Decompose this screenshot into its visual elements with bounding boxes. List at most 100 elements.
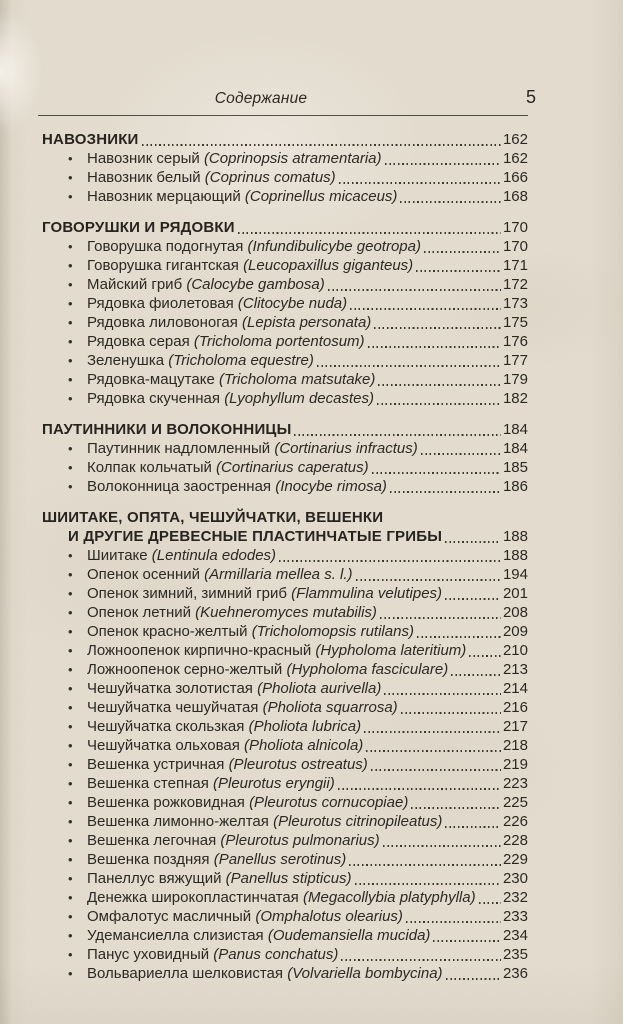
entry-name-latin: (Panellus stipticus): [225, 870, 352, 887]
entry-title: Опенок осенний (Armillaria mellea s. l.): [87, 565, 353, 584]
entry-name-russian: Чешуйчатка ольховая: [87, 737, 245, 754]
dot-leader: [294, 433, 501, 436]
toc-entry: • Колпак кольчатый (Cortinarius caperatus…: [42, 458, 528, 477]
bullet-icon: •: [68, 258, 73, 273]
page-number: 232: [502, 889, 528, 906]
entry-name-latin: (Tricholoma matsutake): [218, 371, 376, 388]
dot-leader: [355, 578, 501, 581]
page-number: 170: [502, 219, 528, 236]
entry-name-russian: Ложноопенок кирпично-красный: [87, 642, 316, 659]
section-title: ПАУТИННИКИ И ВОЛОКОННИЦЫ: [42, 421, 292, 438]
dot-leader: [237, 231, 501, 234]
entry-name-russian: Навозник серый: [87, 150, 204, 167]
toc-entry: • Опенок красно-желтый (Tricholomopsis ru…: [42, 622, 528, 641]
toc-entry: • Навозник мерцающий (Coprinellus micaceu…: [42, 187, 528, 206]
entry-title: Рядовка скученная (Lyophyllum decastes): [87, 389, 374, 408]
entry-title: Чешуйчатка чешуйчатая (Pholiota squarros…: [87, 698, 398, 717]
entry-name-russian: Опенок осенний: [87, 566, 205, 583]
entry-title: Зеленушка (Tricholoma equestre): [87, 351, 314, 370]
bullet-icon: •: [68, 852, 73, 867]
entry-name-latin: (Pholiota squarrosa): [262, 699, 398, 716]
dot-leader: [279, 559, 501, 562]
entry-name-latin: (Inocybe rimosa): [275, 478, 387, 495]
bullet-icon: •: [68, 296, 73, 311]
page-number: 235: [502, 946, 528, 963]
page-number: 176: [502, 333, 528, 350]
toc-section: ШИИТАКЕ, ОПЯТА, ЧЕШУЙЧАТКИ, ВЕШЕНКИ И ДРУ…: [42, 508, 528, 983]
entry-name-russian: Вольвариелла шелковистая: [87, 965, 288, 982]
bullet-icon: •: [68, 643, 73, 658]
bullet-icon: •: [68, 890, 73, 905]
entry-title: Опенок зимний, зимний гриб (Flammulina v…: [87, 584, 442, 603]
header-rule-divider: [38, 115, 528, 116]
bullet-icon: •: [68, 239, 73, 254]
toc-entry: • Рядовка скученная (Lyophyllum decastes)…: [42, 389, 528, 408]
toc-section: ПАУТИННИКИ И ВОЛОКОННИЦЫ 184 • Паутинник на…: [42, 420, 528, 496]
dot-leader: [445, 540, 501, 543]
entry-title: Вешенка рожковидная (Pleurotus cornucopi…: [87, 793, 408, 812]
dot-leader: [445, 825, 501, 828]
toc-entry: • Вешенка лимонно-желтая (Pleurotus citri…: [42, 812, 528, 831]
entry-name-russian: Майский гриб: [87, 276, 187, 293]
dot-leader: [354, 882, 501, 885]
entry-name-latin: (Lyophyllum decastes): [224, 390, 374, 407]
entry-name-latin: (Cortinarius caperatus): [216, 459, 369, 476]
entry-name-russian: Рядовка фиолетовая: [87, 295, 238, 312]
dot-leader: [433, 939, 501, 942]
entry-name-russian: Омфалотус масличный: [87, 908, 256, 925]
toc-entry: • Опенок осенний (Armillaria mellea s. l.…: [42, 565, 528, 584]
entry-name-latin: (Tricholomopsis rutilans): [251, 623, 414, 640]
entry-name-russian: Чешуйчатка золотистая: [87, 680, 258, 697]
toc-entry: • Ложноопенок кирпично-красный (Hypholoma…: [42, 641, 528, 660]
page-number: 209: [502, 623, 528, 640]
dot-leader: [349, 863, 501, 866]
entry-name-latin: (Pleurotus ostreatus): [228, 756, 368, 773]
entry-name-latin: (Flammulina velutipes): [291, 585, 443, 602]
dot-leader: [389, 490, 501, 493]
toc-entry: • Чешуйчатка чешуйчатая (Pholiota squarro…: [42, 698, 528, 717]
page-number: 201: [502, 585, 528, 602]
toc-section: НАВОЗНИКИ 162 • Навозник серый (Coprinopsis…: [42, 130, 528, 206]
section-title-row: ПАУТИННИКИ И ВОЛОКОННИЦЫ 184: [42, 420, 528, 439]
section-title-row: ГОВОРУШКИ И РЯДОВКИ 170: [42, 218, 528, 237]
toc-entry: • Волоконница заостренная (Inocybe rimosa…: [42, 477, 528, 496]
dot-leader: [384, 162, 501, 165]
entry-title: Навозник мерцающий (Coprinellus micaceus…: [87, 187, 397, 206]
page-number: 168: [502, 188, 528, 205]
entry-title: Рядовка фиолетовая (Clitocybe nuda): [87, 294, 347, 313]
bullet-icon: •: [68, 681, 73, 696]
entry-title: Вешенка легочная (Pleurotus pulmonarius): [87, 831, 380, 850]
dot-leader: [371, 471, 501, 474]
page-number: 194: [502, 566, 528, 583]
entry-name-russian: Опенок летний: [87, 604, 196, 621]
page-number: 234: [502, 927, 528, 944]
bullet-icon: •: [68, 928, 73, 943]
entry-title: Ложноопенок серно-желтый (Hypholoma fasc…: [87, 660, 448, 679]
entry-title: Шиитаке (Lentinula edodes): [87, 546, 276, 565]
bullet-icon: •: [68, 624, 73, 639]
entry-name-russian: Навозник мерцающий: [87, 188, 245, 205]
bullet-icon: •: [68, 548, 73, 563]
bullet-icon: •: [68, 947, 73, 962]
entry-title: Навозник серый (Coprinopsis atramentaria…: [87, 149, 382, 168]
dot-leader: [379, 616, 501, 619]
toc-entry: • Говорушка гигантская (Leucopaxillus gig…: [42, 256, 528, 275]
entry-name-russian: Рядовка лиловоногая: [87, 314, 243, 331]
toc-section: ГОВОРУШКИ И РЯДОВКИ 170 • Говорушка подогну…: [42, 218, 528, 408]
entry-title: Рядовка-мацутаке (Tricholoma matsutake): [87, 370, 375, 389]
entry-name-latin: (Tricholoma equestre): [168, 352, 314, 369]
entry-title: Вешенка лимонно-желтая (Pleurotus citrin…: [87, 812, 442, 831]
dot-leader: [378, 383, 501, 386]
toc-entry: • Опенок летний (Kuehneromyces mutabilis)…: [42, 603, 528, 622]
page-number: 236: [502, 965, 528, 982]
entry-title: Навозник белый (Coprinus comatus): [87, 168, 336, 187]
page-number: 162: [502, 150, 528, 167]
entry-name-latin: (Pleurotus citrinopileatus): [273, 813, 443, 830]
section-title-row: ШИИТАКЕ, ОПЯТА, ЧЕШУЙЧАТКИ, ВЕШЕНКИ: [42, 508, 528, 527]
entry-name-russian: Вешенка устричная: [87, 756, 229, 773]
entry-name-russian: Вешенка поздняя: [87, 851, 214, 868]
entry-name-russian: Навозник белый: [87, 169, 205, 186]
entry-title: Опенок летний (Kuehneromyces mutabilis): [87, 603, 377, 622]
entry-name-russian: Паутинник надломленный: [87, 440, 275, 457]
page-number: 213: [502, 661, 528, 678]
